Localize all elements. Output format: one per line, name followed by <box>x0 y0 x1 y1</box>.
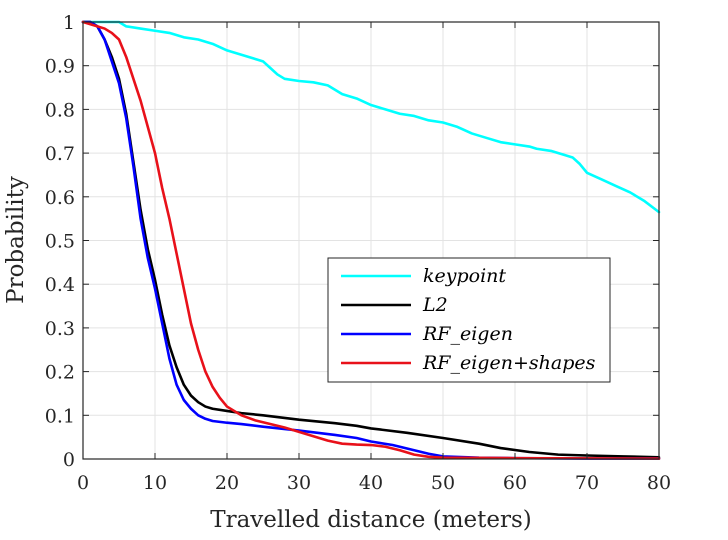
x-tick-label: 30 <box>287 472 311 494</box>
legend-label: L2 <box>422 294 448 316</box>
series-line-rf-eigen-shapes <box>81 20 661 460</box>
x-tick-label: 40 <box>359 472 383 494</box>
x-tick-label: 10 <box>143 472 167 494</box>
y-tick-label: 0.8 <box>45 99 75 121</box>
x-tick-label: 50 <box>431 472 455 494</box>
legend-box <box>327 257 611 383</box>
y-tick-label: 0.4 <box>45 274 75 296</box>
x-tick-label: 80 <box>647 472 671 494</box>
legend: keypoint L2 RF_eigen RF_eigen+shapes <box>327 257 611 383</box>
y-tick-label: 0.3 <box>45 318 75 340</box>
legend-label: keypoint <box>423 265 506 287</box>
series-lines <box>81 20 661 460</box>
x-tick-label: 0 <box>77 472 89 494</box>
x-axis-label: Travelled distance (meters) <box>210 507 531 533</box>
y-tick-label: 0.6 <box>45 187 75 209</box>
y-tick-label: 0.9 <box>45 56 75 78</box>
y-tick-label: 0.1 <box>45 405 75 427</box>
y-tick-label: 0.7 <box>45 143 75 165</box>
series-line-rf-eigen <box>81 20 661 460</box>
axis-ticks: 0 10 20 30 40 50 60 70 80 0 0.1 0.2 0.3 0.4 0.5 0.6 0.7 0… <box>45 12 671 494</box>
legend-label: RF_eigen <box>422 323 513 345</box>
series-line-keypoint <box>81 20 661 214</box>
y-tick-label: 0.5 <box>45 231 75 253</box>
legend-label: RF_eigen+shapes <box>422 352 596 374</box>
y-tick-label: 0 <box>63 449 75 471</box>
y-axis-label: Probability <box>3 176 29 304</box>
x-tick-label: 70 <box>575 472 599 494</box>
x-tick-label: 60 <box>503 472 527 494</box>
x-tick-label: 20 <box>215 472 239 494</box>
y-tick-label: 0.2 <box>45 362 75 384</box>
y-tick-label: 1 <box>63 12 75 34</box>
